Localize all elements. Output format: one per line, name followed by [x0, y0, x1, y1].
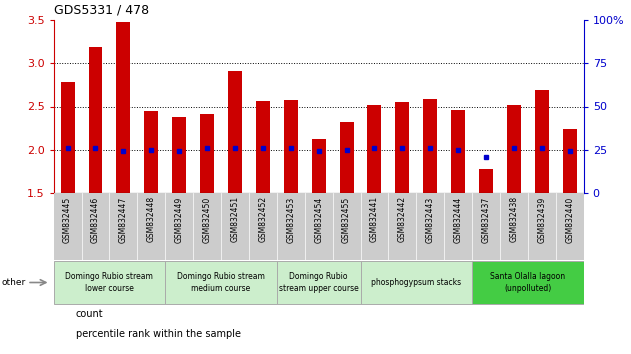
- Text: phosphogypsum stacks: phosphogypsum stacks: [371, 278, 461, 287]
- Text: GSM832437: GSM832437: [481, 196, 490, 242]
- Bar: [172, 117, 186, 193]
- Text: GSM832452: GSM832452: [258, 196, 268, 242]
- Text: GSM832441: GSM832441: [370, 196, 379, 242]
- Bar: [88, 47, 102, 193]
- Text: percentile rank within the sample: percentile rank within the sample: [76, 329, 240, 339]
- Text: GSM832445: GSM832445: [63, 196, 72, 242]
- Bar: [507, 105, 521, 193]
- Text: GSM832444: GSM832444: [454, 196, 463, 242]
- Bar: [61, 82, 74, 193]
- Text: Domingo Rubio
stream upper course: Domingo Rubio stream upper course: [279, 273, 358, 292]
- Text: other: other: [1, 278, 25, 287]
- Text: GSM832451: GSM832451: [230, 196, 239, 242]
- Bar: [256, 101, 270, 193]
- Bar: [312, 139, 326, 193]
- Bar: [472, 261, 584, 304]
- Bar: [535, 90, 549, 193]
- Text: GSM832449: GSM832449: [175, 196, 184, 242]
- Text: GSM832453: GSM832453: [286, 196, 295, 242]
- Bar: [284, 101, 298, 193]
- Text: GSM832447: GSM832447: [119, 196, 128, 242]
- Bar: [360, 261, 472, 304]
- Text: GSM832446: GSM832446: [91, 196, 100, 242]
- Text: Santa Olalla lagoon
(unpolluted): Santa Olalla lagoon (unpolluted): [490, 273, 565, 292]
- Bar: [339, 122, 353, 193]
- Text: GSM832440: GSM832440: [565, 196, 574, 242]
- Text: GSM832450: GSM832450: [203, 196, 211, 242]
- Bar: [277, 261, 360, 304]
- Text: GSM832454: GSM832454: [314, 196, 323, 242]
- Text: GSM832448: GSM832448: [147, 196, 156, 242]
- Text: GSM832455: GSM832455: [342, 196, 351, 242]
- Text: GDS5331 / 478: GDS5331 / 478: [54, 4, 149, 16]
- Bar: [165, 261, 277, 304]
- Text: count: count: [76, 309, 103, 319]
- Bar: [451, 110, 465, 193]
- Text: Domingo Rubio stream
lower course: Domingo Rubio stream lower course: [66, 273, 153, 292]
- Bar: [423, 99, 437, 193]
- Bar: [479, 169, 493, 193]
- Bar: [54, 261, 165, 304]
- Bar: [144, 111, 158, 193]
- Bar: [116, 22, 131, 193]
- Text: Domingo Rubio stream
medium course: Domingo Rubio stream medium course: [177, 273, 265, 292]
- Bar: [200, 114, 214, 193]
- Bar: [367, 105, 381, 193]
- Text: GSM832439: GSM832439: [538, 196, 546, 242]
- Text: GSM832438: GSM832438: [509, 196, 519, 242]
- Bar: [228, 71, 242, 193]
- Bar: [396, 102, 410, 193]
- Text: GSM832443: GSM832443: [426, 196, 435, 242]
- Bar: [563, 129, 577, 193]
- Text: GSM832442: GSM832442: [398, 196, 407, 242]
